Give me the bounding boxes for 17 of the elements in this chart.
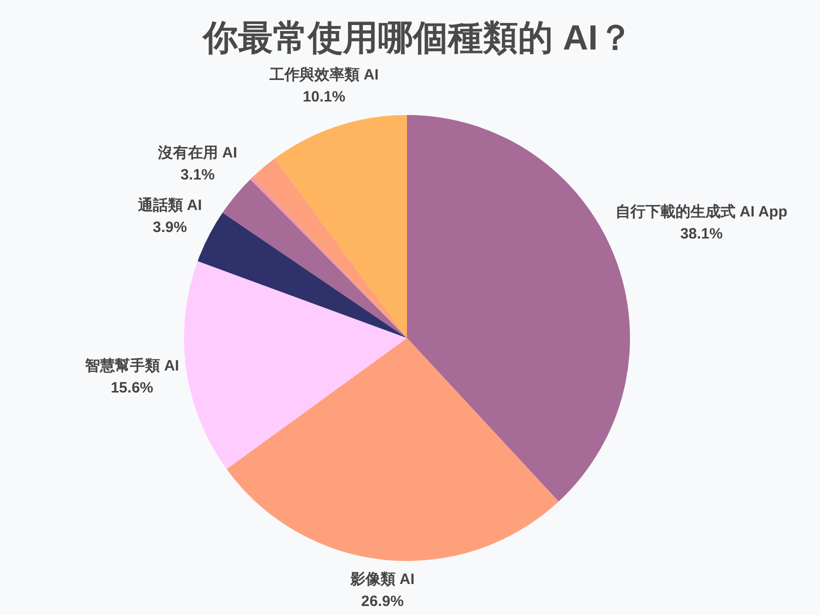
pie-slice xyxy=(198,212,407,338)
slice-label: 自行下載的生成式 AI App xyxy=(616,203,788,220)
slice-label: 通話類 AI xyxy=(136,197,202,214)
pie-slice xyxy=(184,261,407,470)
slice-label: 影像類 AI xyxy=(349,570,414,588)
pie-slice xyxy=(274,115,407,338)
chart-title: 你最常使用哪個種類的 AI？ xyxy=(201,18,633,58)
pie-slice xyxy=(226,338,559,561)
data-label: 10.1% xyxy=(302,88,346,106)
data-label: 38.1% xyxy=(680,225,723,242)
data-label: 26.9% xyxy=(361,592,404,610)
slice-label: 沒有在用 AI xyxy=(157,144,238,162)
data-label: 3.9% xyxy=(152,219,187,236)
data-label: 3.1% xyxy=(180,166,215,184)
slice-label: 智慧幫手類 AI xyxy=(84,357,180,374)
data-label: 15.6% xyxy=(110,379,154,396)
slice-label: 工作與效率類 AI xyxy=(268,65,379,84)
